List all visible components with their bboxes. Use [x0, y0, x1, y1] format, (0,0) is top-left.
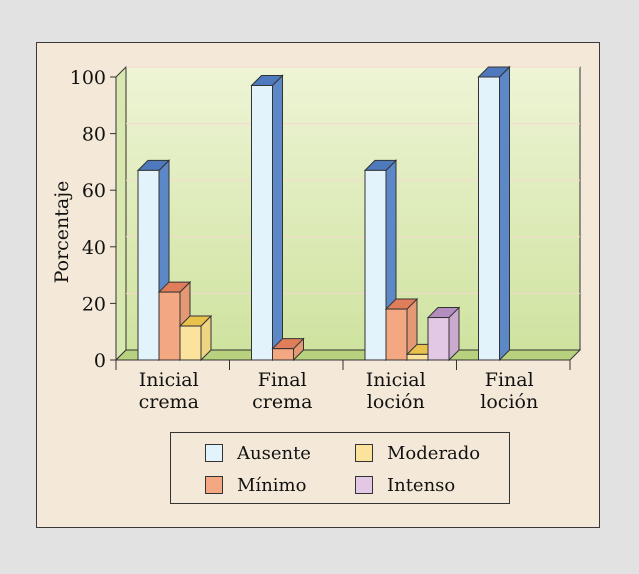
x-category-label: Final — [258, 369, 307, 391]
bar-side — [499, 65, 510, 362]
legend-swatch — [205, 476, 223, 494]
x-category-label: crema — [139, 391, 199, 413]
bar-front — [478, 76, 500, 361]
bar — [477, 65, 511, 362]
legend: Ausente Moderado Mínimo Intenso — [170, 432, 510, 504]
x-category-label: loción — [367, 391, 425, 413]
x-category-label: Final — [485, 369, 534, 391]
legend-item: Moderado — [355, 441, 480, 465]
y-tick-label: 100 — [70, 67, 106, 89]
y-axis-ticks: 0 20 40 60 80 100 — [70, 67, 117, 372]
legend-label: Mínimo — [237, 474, 307, 496]
x-axis-labels: InicialcremaFinalcremaIniciallociónFinal… — [115, 359, 571, 413]
bar-front — [179, 325, 202, 361]
x-category-label: Inicial — [139, 369, 199, 391]
y-tick-label: 20 — [82, 293, 106, 315]
legend-label: Intenso — [387, 474, 456, 496]
legend-item: Ausente — [205, 441, 311, 465]
y-axis-title: Porcentaje — [51, 181, 73, 284]
bar-side — [272, 74, 283, 362]
bar-front — [385, 308, 408, 361]
bar-front — [137, 169, 160, 361]
plot-background — [114, 65, 582, 362]
bar — [384, 297, 419, 362]
bar-front — [251, 84, 273, 361]
y-tick-label: 60 — [82, 180, 106, 202]
x-category-label: crema — [252, 391, 312, 413]
bar — [250, 74, 284, 362]
plot-side-wall — [115, 65, 127, 362]
bar-front — [427, 317, 450, 361]
legend-item: Intenso — [355, 473, 455, 497]
bar-front — [364, 169, 387, 361]
legend-label: Ausente — [237, 442, 311, 464]
bar — [178, 314, 213, 362]
bar-front — [158, 291, 181, 361]
y-tick-label: 40 — [82, 237, 106, 259]
x-category-label: loción — [480, 391, 538, 413]
legend-label: Moderado — [387, 442, 481, 464]
legend-swatch — [205, 444, 223, 462]
bar-front — [272, 348, 294, 361]
bar — [426, 306, 461, 362]
bars — [136, 65, 511, 362]
plot-back-wall — [125, 66, 581, 351]
y-tick-label: 0 — [94, 350, 106, 372]
x-category-label: Inicial — [366, 369, 426, 391]
bar — [271, 337, 305, 362]
legend-swatch — [355, 476, 373, 494]
y-tick-label: 80 — [82, 124, 106, 146]
bar-front — [406, 353, 429, 361]
legend-swatch — [355, 444, 373, 462]
legend-item: Mínimo — [205, 473, 306, 497]
